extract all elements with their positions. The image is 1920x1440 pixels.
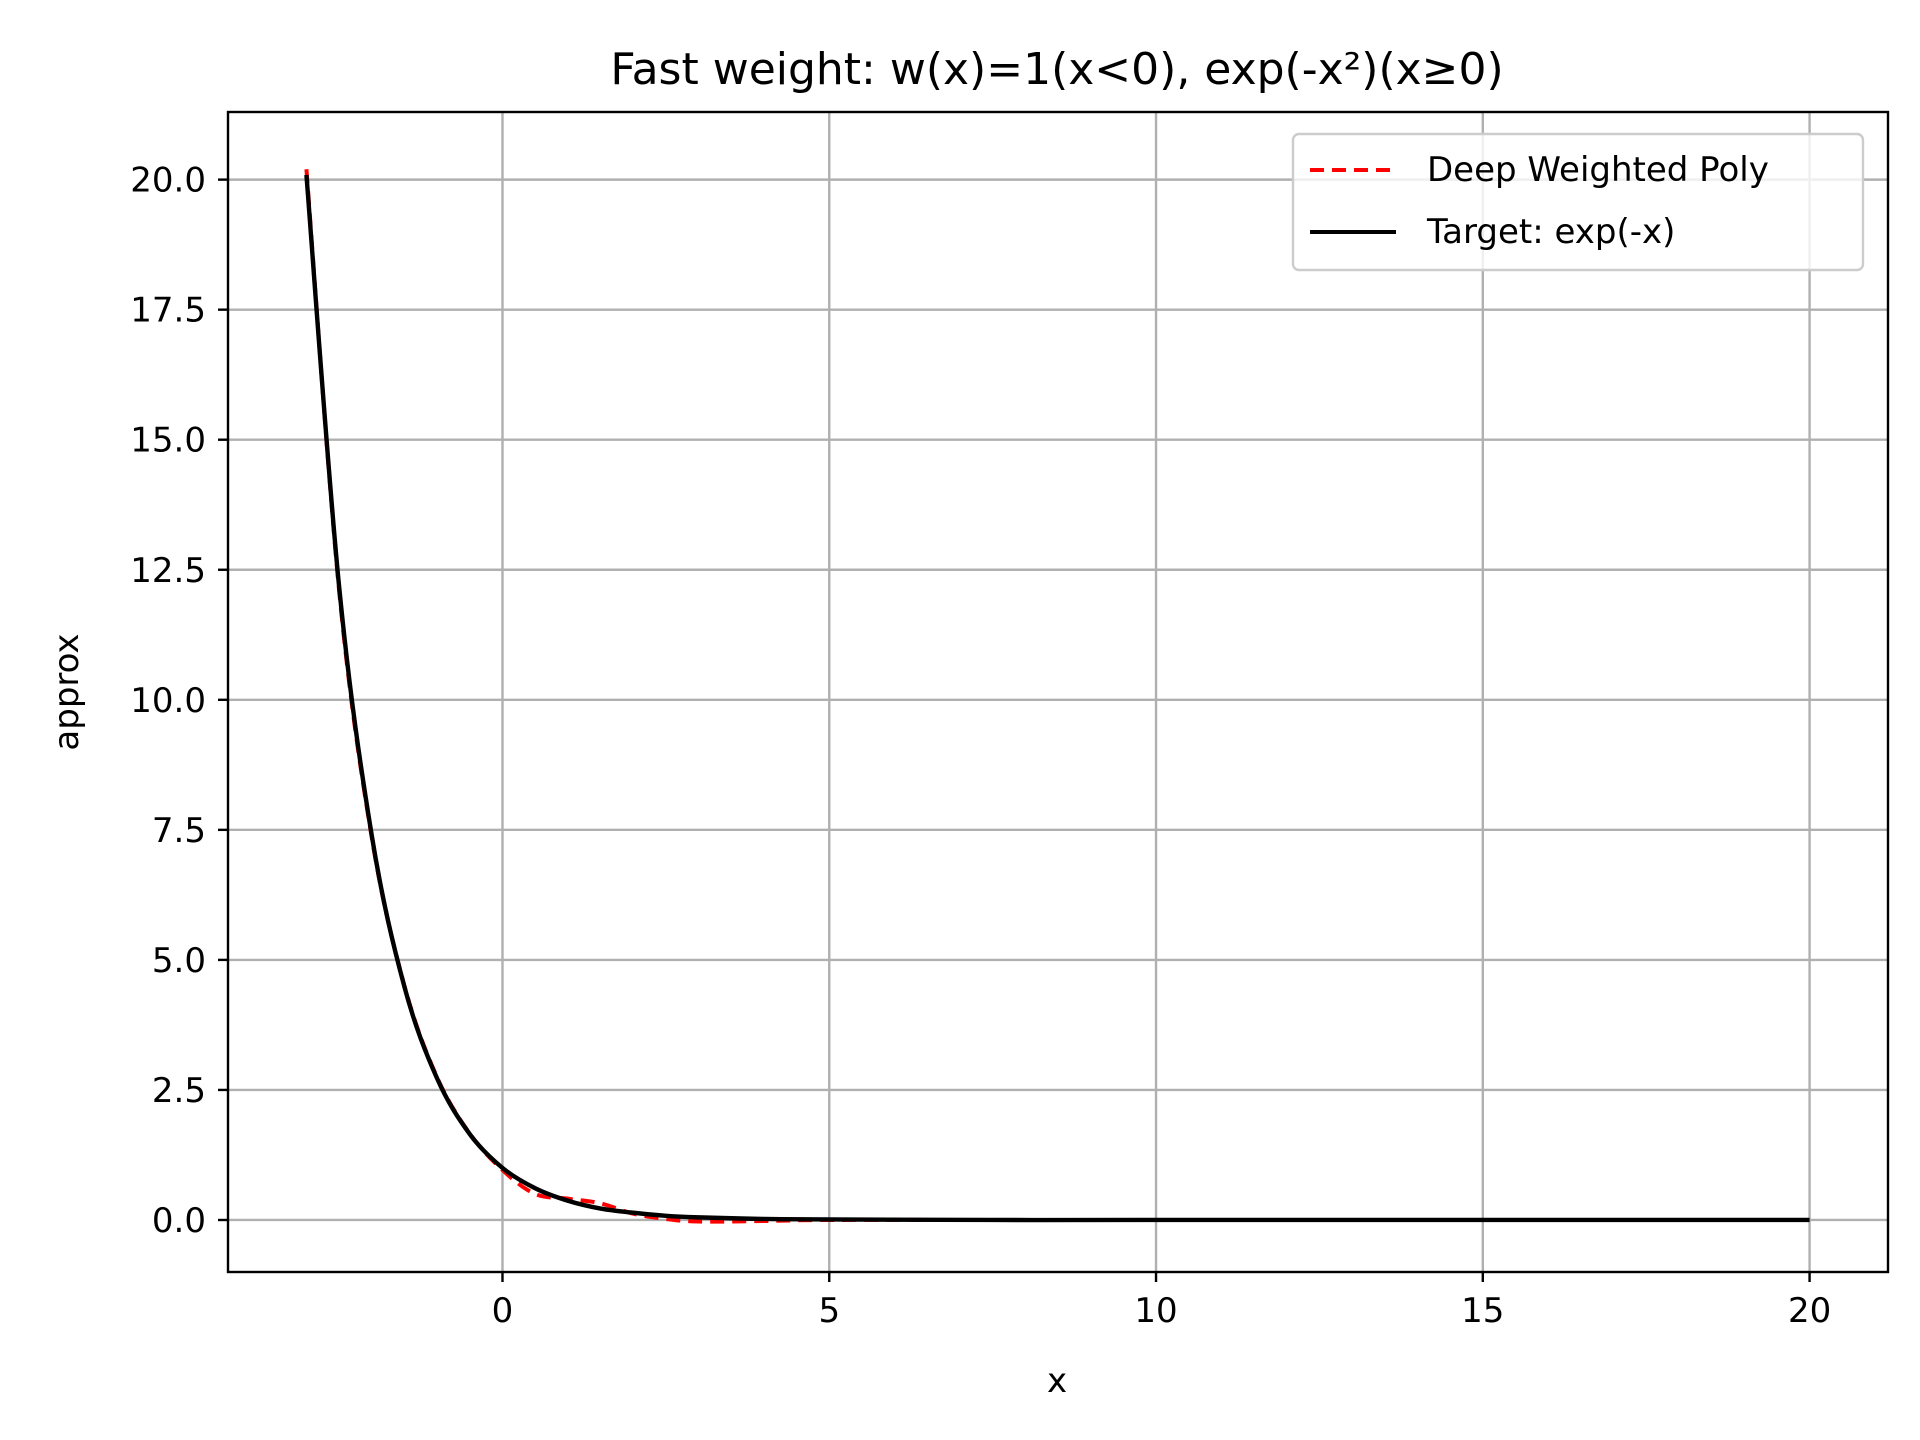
y-axis-label: approx: [47, 633, 87, 750]
series-line-deep-weighted-poly: [304, 169, 1810, 1224]
x-tick-label: 15: [1461, 1291, 1504, 1331]
legend-label-target: Target: exp(-x): [1426, 212, 1675, 252]
y-tick-label: 0.0: [152, 1201, 206, 1241]
y-tick-label: 15.0: [130, 421, 206, 461]
y-tick-label: 12.5: [130, 551, 206, 591]
y-tick-label: 7.5: [152, 811, 206, 851]
x-tick-label: 0: [492, 1291, 514, 1331]
x-tick-label: 20: [1788, 1291, 1831, 1331]
legend-box: [1291, 132, 1865, 272]
y-tick-label: 20.0: [130, 161, 206, 201]
axis-ticks: 0 5 10 15 20 0.0 2.5 5.0 7.5 10.0 12.5 15.0 17.5 20.0: [130, 161, 1831, 1331]
y-tick-label: 10.0: [130, 681, 206, 721]
y-tick-label: 17.5: [130, 291, 206, 331]
grid: [228, 112, 1888, 1272]
y-tick-label: 2.5: [152, 1071, 206, 1111]
x-axis-label: x: [1047, 1361, 1067, 1401]
plot-frame: [226, 110, 1890, 1274]
legend: Deep Weighted Poly Target: exp(-x): [1291, 132, 1865, 272]
legend-label-deep-weighted-poly: Deep Weighted Poly: [1427, 150, 1769, 190]
y-tick-label: 5.0: [152, 941, 206, 981]
series-line-target-exp-x: [304, 174, 1810, 1223]
chart-title: Fast weight: w(x)=1(x<0), exp(-x²)(x≥0): [610, 44, 1503, 95]
plot-series: [304, 169, 1810, 1224]
x-tick-label: 10: [1134, 1291, 1177, 1331]
x-tick-label: 5: [818, 1291, 840, 1331]
